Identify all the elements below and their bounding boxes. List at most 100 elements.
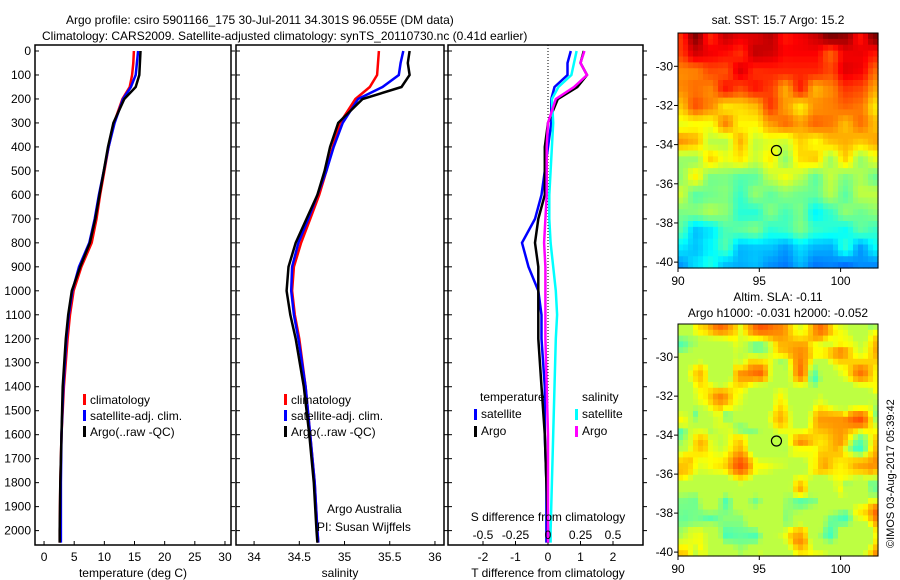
map-cell: [748, 144, 754, 152]
map-cell: [753, 97, 759, 105]
map-cell: [833, 393, 839, 400]
map-cell: [863, 451, 869, 458]
map-cell: [678, 121, 684, 128]
map-cell: [853, 480, 859, 487]
map-cell: [773, 156, 779, 163]
map-cell: [823, 382, 829, 389]
map-cell: [678, 191, 684, 199]
map-cell: [678, 156, 684, 163]
map-cell: [843, 498, 849, 505]
map-cell: [783, 115, 789, 122]
map-cell: [773, 492, 779, 499]
map-cell: [753, 115, 759, 122]
map-cell: [798, 405, 804, 412]
legend-swatch: [575, 426, 578, 437]
map-cell: [733, 521, 739, 528]
map-cell: [843, 440, 849, 447]
map-cell: [718, 203, 724, 210]
map-cell: [833, 97, 839, 105]
map-cell: [863, 370, 869, 377]
map-cell: [808, 347, 814, 354]
map-cell: [813, 250, 819, 257]
map-cell: [818, 50, 824, 58]
map-cell: [853, 527, 859, 534]
map-cell: [743, 209, 749, 216]
map-cell: [803, 411, 809, 418]
map-cell: [738, 527, 744, 534]
map-cell: [713, 150, 719, 157]
map-cell: [688, 179, 694, 187]
map-cell: [683, 370, 689, 377]
map-cell: [733, 353, 739, 360]
map-cell: [748, 150, 754, 157]
map-cell: [733, 347, 739, 354]
map-cell: [698, 422, 704, 429]
map-cell: [858, 422, 864, 429]
map-cell: [678, 538, 684, 545]
map-cell: [688, 358, 694, 366]
y-tick-label: 1900: [4, 500, 31, 514]
map-cell: [803, 238, 809, 246]
map-cell: [698, 353, 704, 360]
map-cell: [713, 422, 719, 429]
map-cell: [758, 232, 764, 240]
map-cell: [768, 150, 774, 157]
map-cell: [723, 162, 729, 169]
map-cell: [753, 451, 759, 458]
map-cell: [728, 503, 734, 511]
map-cell: [843, 347, 849, 354]
map-cell: [698, 115, 704, 122]
map-cell: [733, 382, 739, 389]
map-cell: [788, 451, 794, 458]
map-cell: [713, 382, 719, 389]
legend-label: satellite: [481, 407, 522, 421]
map-cell: [863, 85, 869, 93]
map-cell: [793, 428, 799, 435]
map-cell: [713, 162, 719, 169]
map-cell: [703, 50, 709, 58]
map-cell: [748, 80, 754, 87]
map-cell: [763, 144, 769, 152]
map-cell: [808, 451, 814, 458]
map-cell: [753, 364, 759, 371]
map-cell: [753, 121, 759, 128]
map-cell: [868, 91, 874, 99]
map-cell: [698, 209, 704, 216]
map-cell: [853, 364, 859, 371]
map-cell: [833, 445, 839, 453]
map-cell: [783, 440, 789, 447]
map-cell: [793, 474, 799, 482]
map-cell: [863, 226, 869, 234]
map-cell: [813, 62, 819, 69]
map-cell: [718, 428, 724, 435]
map-cell: [793, 532, 799, 540]
map-cell: [763, 440, 769, 447]
map-cell: [858, 62, 864, 69]
map-cell: [818, 474, 824, 482]
map-cell: [828, 457, 834, 464]
map-cell: [738, 341, 744, 348]
map-cell: [828, 127, 834, 134]
map-cell: [693, 498, 699, 505]
map-cell: [708, 544, 714, 551]
map-cell: [738, 38, 744, 46]
map-cell: [838, 74, 844, 81]
map-cell: [803, 538, 809, 545]
map-cell: [838, 451, 844, 458]
map-cell: [753, 44, 759, 52]
map-cell: [823, 97, 829, 105]
map-cell: [868, 250, 874, 257]
map-cell: [818, 405, 824, 412]
map-cell: [808, 370, 814, 377]
map-cell: [778, 538, 784, 545]
map-y-tick-label: -40: [656, 255, 674, 269]
map-cell: [708, 509, 714, 516]
map-cell: [848, 370, 854, 377]
map-cell: [873, 179, 879, 187]
map-cell: [868, 68, 874, 75]
map-cell: [713, 174, 719, 181]
map-cell: [693, 411, 699, 418]
map-cell: [693, 445, 699, 453]
map-cell: [863, 469, 869, 476]
map-cell: [873, 85, 879, 93]
